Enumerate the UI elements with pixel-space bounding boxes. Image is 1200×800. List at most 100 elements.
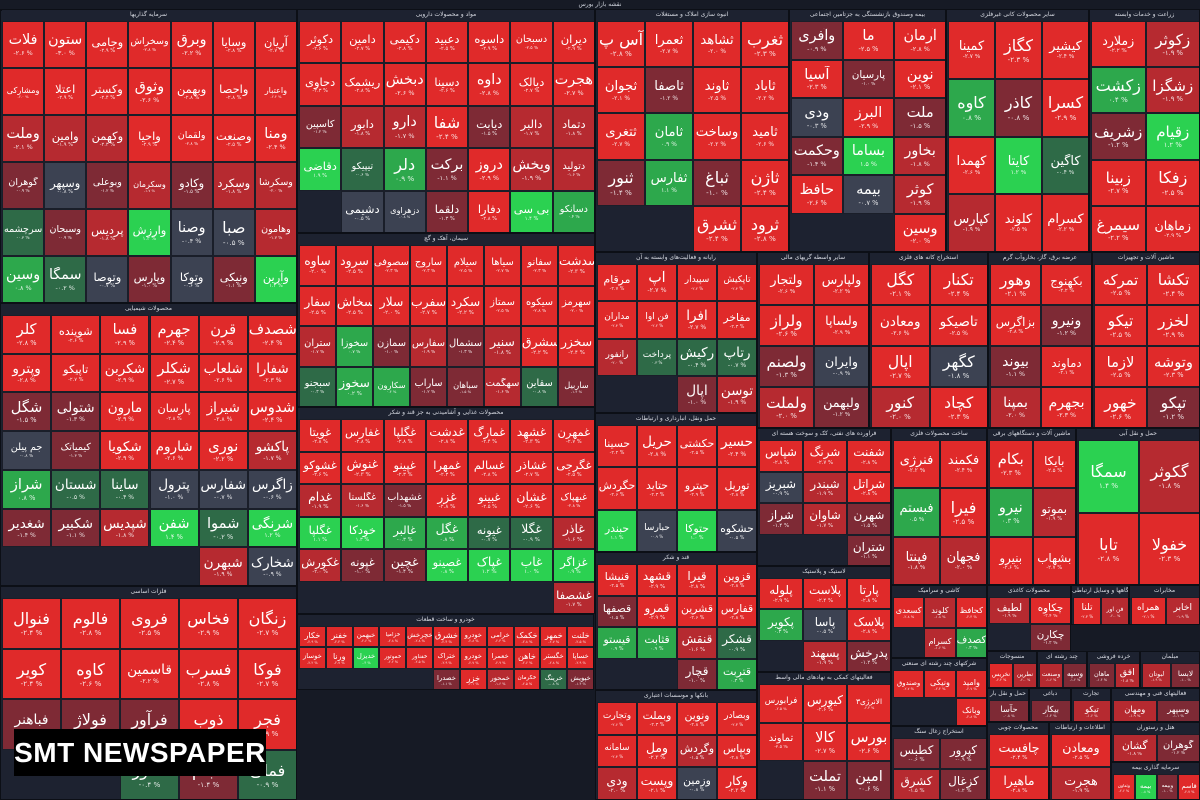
stock-tile[interactable]: ثشاهد -۲.۰ % (693, 21, 741, 68)
stock-tile[interactable]: سهگمت -۱.۶ % (484, 366, 521, 406)
stock-tile[interactable]: غمهرن -۲.۷ % (552, 419, 594, 452)
stock-tile[interactable]: ونیرو -۱.۲ % (1041, 305, 1091, 346)
stock-tile[interactable]: خزر -۲.۱ % (459, 668, 487, 689)
stock-tile[interactable]: غکورش -۲.۰ % (299, 549, 342, 582)
stock-tile[interactable]: شپدیس -۱.۸ % (100, 508, 150, 548)
stock-tile[interactable]: خمحور -۱.۶ % (486, 668, 514, 689)
stock-tile[interactable]: سپیدار -۲.۲ % (677, 264, 717, 302)
stock-tile[interactable]: وهامون -۱.۷ % (254, 209, 296, 256)
stock-tile[interactable]: شکبیر -۱.۱ % (51, 508, 101, 548)
stock-tile[interactable]: شخارک -۰.۹ % (247, 547, 296, 585)
stock-tile[interactable]: گوهران -۱.۲ % (1156, 734, 1199, 761)
stock-tile[interactable]: هجرت -۲.۷ % (552, 63, 594, 106)
stock-tile[interactable]: تاپکیش -۲.۴ % (717, 264, 756, 302)
stock-tile[interactable]: خفنر -۲.۴ % (325, 626, 353, 648)
stock-tile[interactable]: وسایا -۲.۸ % (212, 21, 255, 68)
stock-tile[interactable]: رکیش -۰.۴ % (677, 338, 717, 376)
stock-tile[interactable]: شتران -۱.۱ % (847, 534, 890, 565)
stock-tile[interactable]: حکشتی -۲.۵ % (677, 425, 717, 468)
stock-tile[interactable]: قفارس -۲.۸ % (717, 595, 756, 627)
stock-tile[interactable]: وملت -۲.۱ % (2, 115, 45, 162)
stock-tile[interactable]: کاوه ۰.۸ % (948, 78, 995, 137)
stock-tile[interactable]: شرنگی ۱.۲ % (247, 508, 296, 548)
stock-tile[interactable]: تمرکه -۲.۵ % (1094, 264, 1147, 305)
stock-tile[interactable]: وامید -۲.۷ % (955, 670, 986, 698)
stock-tile[interactable]: ولساپا -۲.۹ % (814, 305, 868, 346)
stock-tile[interactable]: داوه -۲.۸ % (468, 63, 511, 106)
stock-tile[interactable]: فسرب -۲.۸ % (179, 648, 238, 699)
stock-tile[interactable]: ساراب -۱.۲ % (410, 366, 447, 406)
stock-tile[interactable]: حآسا -۰.۸ % (989, 700, 1028, 721)
stock-tile[interactable]: پاکشو -۱.۷ % (247, 431, 296, 470)
stock-tile[interactable]: دماوند -۲.۱ % (1041, 346, 1091, 387)
stock-tile[interactable]: حتاید -۲.۳ % (637, 467, 677, 510)
stock-tile[interactable]: پارسیان -۱.۰ % (842, 59, 895, 98)
stock-tile[interactable]: ساروج -۲.۳ % (410, 245, 447, 286)
stock-tile[interactable]: قتربت ۰.۳ % (717, 658, 756, 689)
stock-tile[interactable]: سمگا -۰.۲ % (44, 256, 87, 302)
stock-tile[interactable]: لبوتان -۱.۹ % (1142, 663, 1171, 687)
stock-tile[interactable]: ومعادن -۲.۵ % (1051, 734, 1110, 767)
stock-tile[interactable]: گوهران -۰.۹ % (2, 162, 45, 209)
stock-tile[interactable]: پارسان -۲.۸ % (149, 392, 199, 432)
stock-tile[interactable]: غگل ۰.۸ % (425, 516, 469, 549)
stock-tile[interactable]: کچاد -۲.۳ % (929, 387, 987, 427)
stock-tile[interactable]: حشکوه -۰.۵ % (717, 509, 756, 551)
stock-tile[interactable]: البرز -۲.۹ % (842, 98, 895, 137)
stock-tile[interactable]: شاروم -۲.۶ % (149, 431, 199, 470)
stock-tile[interactable]: کیورس -۲.۶ % (803, 684, 847, 723)
stock-tile[interactable]: ثاصفا -۱.۲ % (645, 67, 693, 114)
stock-tile[interactable]: سشمال -۱.۳ % (447, 326, 484, 367)
stock-tile[interactable]: شفارا -۲.۳ % (247, 353, 296, 393)
stock-tile[interactable]: غسالم -۲.۸ % (468, 451, 511, 484)
stock-tile[interactable]: پلاسک -۲.۸ % (847, 609, 890, 641)
stock-tile[interactable]: دشیمی -۰.۵ % (341, 190, 384, 232)
stock-tile[interactable]: خگستر -۲.۸ % (540, 647, 568, 669)
stock-tile[interactable]: ماهان -۱.۴ % (1089, 663, 1115, 687)
stock-tile[interactable]: سیمرغ -۲.۲ % (1091, 205, 1146, 251)
stock-tile[interactable]: سمازن -۱.۰ % (373, 326, 410, 367)
stock-tile[interactable]: غگلستا -۱.۶ % (341, 484, 384, 517)
stock-tile[interactable]: زکشت ۰.۴ % (1091, 67, 1146, 114)
stock-tile[interactable]: تیکو -۲.۵ % (1094, 305, 1147, 346)
stock-tile[interactable]: وآرین ۱.۴ % (254, 256, 296, 302)
stock-tile[interactable]: سفارس -۱.۹ % (410, 326, 447, 367)
stock-tile[interactable]: خبهمن -۲.۶ % (352, 626, 380, 648)
stock-tile[interactable]: وآفری -۰.۹ % (791, 21, 843, 60)
stock-tile[interactable]: سبجنو -۰.۳ % (299, 366, 336, 406)
stock-tile[interactable]: ثباغ -۱.۰ % (693, 159, 741, 206)
stock-tile[interactable]: لخزر -۲.۹ % (1147, 305, 1199, 346)
stock-tile[interactable]: وبملت -۲.۳ % (637, 702, 677, 735)
stock-tile[interactable]: بنیرو -۲.۶ % (989, 536, 1033, 584)
stock-tile[interactable]: چافست -۲.۴ % (989, 734, 1048, 767)
stock-tile[interactable]: غشاذر -۲.۷ % (510, 451, 553, 484)
stock-tile[interactable]: ختراک -۲.۹ % (433, 647, 460, 669)
stock-tile[interactable]: خپویش -۱.۴ % (567, 668, 593, 689)
stock-tile[interactable]: شکربن -۲.۹ % (100, 353, 150, 393)
stock-tile[interactable]: بیکار -۱.۴ % (1031, 700, 1070, 721)
stock-tile[interactable]: اخابر -۱.۹ % (1165, 597, 1199, 624)
stock-tile[interactable]: شفنت -۲.۸ % (847, 440, 890, 472)
stock-tile[interactable]: فیرا -۲.۵ % (940, 488, 986, 537)
stock-tile[interactable]: زنگان -۲.۷ % (238, 598, 296, 649)
stock-tile[interactable]: فن آور -۲.۰ % (1101, 597, 1128, 624)
stock-tile[interactable]: ولصنم -۱.۳ % (759, 346, 814, 387)
stock-tile[interactable]: دتماد -۱.۸ % (552, 105, 594, 149)
stock-tile[interactable]: قشرین -۲.۶ % (677, 595, 717, 627)
stock-tile[interactable]: ونوین -۲.۸ % (677, 702, 717, 735)
stock-tile[interactable]: دفارا -۲.۸ % (468, 190, 511, 232)
stock-tile[interactable]: ستران -۱.۷ % (299, 326, 336, 367)
stock-tile[interactable]: دسبحان -۲.۵ % (510, 21, 553, 64)
stock-tile[interactable]: وصنا -۰.۴ % (170, 209, 213, 256)
stock-tile[interactable]: فرابورس -۲.۵ % (759, 684, 803, 723)
stock-tile[interactable]: سخزر -۲.۴ % (558, 326, 594, 367)
stock-tile[interactable]: سیاها -۲.۷ % (484, 245, 521, 286)
stock-tile[interactable]: کسرام -۱.۶ % (924, 627, 956, 657)
stock-tile[interactable]: ومنا -۲.۴ % (254, 115, 296, 162)
stock-tile[interactable]: کپرور -۰.۹ % (940, 738, 986, 769)
stock-tile[interactable]: فپنتا -۱.۸ % (893, 536, 940, 584)
stock-tile[interactable]: ودی -۰.۳ % (791, 98, 843, 137)
stock-tile[interactable]: صبا -۰.۵ % (212, 209, 255, 256)
stock-tile[interactable]: خشرق -۲.۴ % (433, 626, 460, 648)
stock-tile[interactable]: خچرخش -۲.۸ % (406, 626, 434, 648)
